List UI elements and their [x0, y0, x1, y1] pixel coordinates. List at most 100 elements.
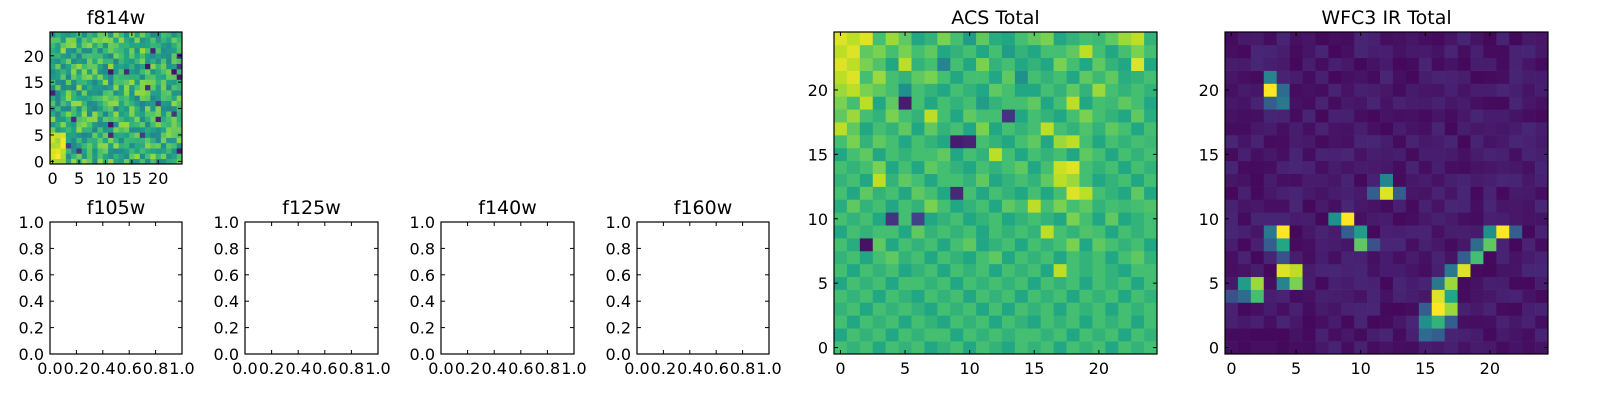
heatmap-cell	[1250, 212, 1265, 226]
heatmap-cell	[911, 57, 925, 71]
heatmap-cell	[1418, 276, 1433, 290]
heatmap-cell	[65, 79, 72, 86]
heatmap-cell	[102, 127, 109, 133]
heatmap-cell	[60, 121, 67, 128]
heatmap-cell	[1040, 147, 1054, 162]
heatmap-cell	[1302, 186, 1316, 200]
heatmap-cell	[1092, 250, 1106, 265]
heatmap-cell	[1354, 109, 1368, 123]
heatmap-cell	[950, 341, 964, 355]
heatmap-cell	[65, 53, 72, 59]
heatmap-cell	[1040, 70, 1054, 84]
heatmap-cell	[1237, 328, 1252, 342]
heatmap-cell	[1367, 83, 1381, 97]
heatmap-cell	[171, 127, 178, 133]
heatmap-cell	[92, 153, 98, 160]
heatmap-cell	[1535, 250, 1549, 265]
heatmap-cell	[885, 160, 899, 174]
heatmap-cell	[1027, 212, 1042, 226]
heatmap-cell	[1001, 263, 1016, 278]
heatmap-cell	[1444, 96, 1458, 110]
heatmap-cell	[1380, 32, 1394, 46]
heatmap-cell	[139, 121, 146, 128]
heatmap-cell	[1040, 173, 1054, 187]
heatmap-cell	[108, 127, 114, 133]
heatmap-cell	[102, 111, 109, 117]
heatmap-cell	[108, 32, 114, 38]
heatmap-cell	[1392, 289, 1407, 303]
heatmap-cell	[1354, 160, 1368, 174]
heatmap-cell	[1522, 186, 1536, 200]
heatmap-cell	[139, 53, 146, 59]
heatmap-cell	[1418, 135, 1433, 149]
heatmap-cell	[950, 160, 964, 174]
heatmap-cell	[129, 37, 135, 43]
heatmap-cell	[1225, 173, 1239, 187]
heatmap-cell	[1392, 263, 1407, 278]
heatmap-cell	[139, 90, 146, 96]
heatmap-cell	[71, 137, 77, 144]
heatmap-cell	[81, 127, 88, 133]
heatmap-cell	[1341, 263, 1355, 278]
heatmap-cell	[1092, 186, 1106, 200]
heatmap-cell	[1144, 44, 1158, 59]
heatmap-cell	[1431, 289, 1445, 303]
heatmap-cell	[834, 225, 848, 239]
x-tick-label: 0.6	[508, 359, 533, 378]
heatmap-cell	[1001, 212, 1016, 226]
heatmap-cell	[859, 315, 874, 329]
heatmap-cell	[1457, 32, 1471, 46]
heatmap-cell	[139, 32, 146, 38]
heatmap-cell	[55, 84, 61, 91]
heatmap-cell	[1328, 341, 1342, 355]
heatmap-cell	[1144, 173, 1158, 187]
heatmap-cell	[1341, 96, 1355, 110]
heatmap-cell	[1483, 263, 1497, 278]
heatmap-cell	[1014, 289, 1029, 303]
heatmap-cell	[1354, 57, 1368, 71]
heatmap-cell	[1144, 57, 1158, 71]
heatmap-cell	[139, 127, 146, 133]
heatmap-cell	[86, 111, 93, 117]
heatmap-cell	[989, 225, 1003, 239]
heatmap-cell	[1144, 289, 1158, 303]
panel-title-acs-total: ACS Total	[951, 7, 1039, 29]
heatmap-cell	[1027, 135, 1042, 149]
heatmap-cell	[1066, 315, 1080, 329]
heatmap-cell	[1367, 160, 1381, 174]
heatmap-cell	[50, 111, 56, 117]
heatmap-cell	[76, 116, 82, 123]
heatmap-cell	[1392, 328, 1407, 342]
heatmap-cell	[1276, 328, 1290, 342]
heatmap-cell	[76, 111, 82, 117]
heatmap-cell	[950, 289, 964, 303]
heatmap-cell	[1225, 109, 1239, 123]
y-tick-label: 1.0	[19, 213, 44, 232]
heatmap-cell	[1315, 263, 1329, 278]
heatmap-cell	[1079, 212, 1093, 226]
heatmap-cell	[108, 116, 114, 123]
x-tick-label: 15	[1024, 359, 1044, 378]
heatmap-cell	[102, 121, 109, 128]
heatmap-cell	[1276, 44, 1290, 59]
heatmap-cell	[846, 160, 861, 174]
heatmap-cell	[1237, 250, 1252, 265]
heatmap-cell	[118, 42, 125, 49]
heatmap-cell	[1118, 302, 1132, 316]
heatmap-cell	[113, 137, 119, 144]
heatmap-cell	[859, 122, 874, 136]
heatmap-cell	[1092, 70, 1106, 84]
heatmap-cell	[134, 121, 141, 128]
heatmap-cell	[1483, 96, 1497, 110]
heatmap-cell	[1131, 135, 1145, 149]
heatmap-cell	[65, 90, 72, 96]
heatmap-cell	[1131, 96, 1145, 110]
heatmap-cell	[1470, 250, 1484, 265]
heatmap-cell	[176, 100, 183, 107]
heatmap-cell	[1431, 341, 1445, 355]
x-tick-label: 0.6	[116, 359, 141, 378]
heatmap-cell	[108, 90, 114, 96]
heatmap-cell	[859, 263, 874, 278]
heatmap-cell	[1092, 212, 1106, 226]
heatmap-cell	[1225, 212, 1239, 226]
